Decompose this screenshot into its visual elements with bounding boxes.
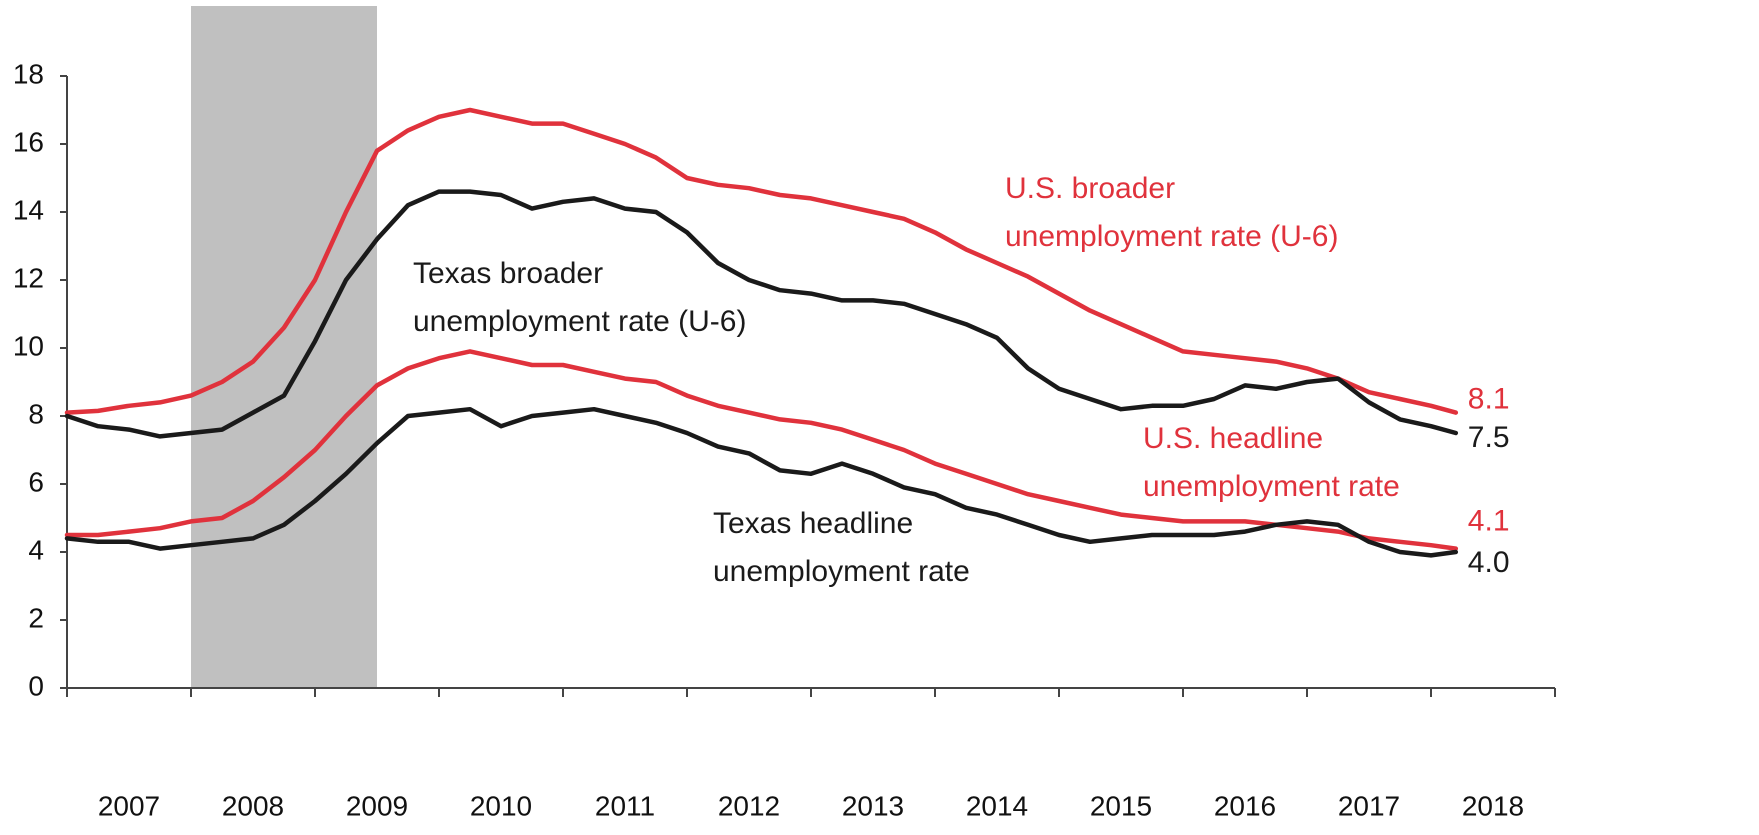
- end-value-label: 8.1: [1468, 383, 1510, 416]
- series-line: [64, 107, 1459, 415]
- series-label: Texas headline unemployment rate: [713, 507, 970, 588]
- y-tick-label: 10: [13, 330, 44, 361]
- x-tick-label: 2012: [718, 790, 780, 821]
- series-label-line: U.S. broader: [1005, 172, 1175, 205]
- series-label-line: unemployment rate (U-6): [1005, 220, 1338, 253]
- x-tick-label: 2017: [1338, 790, 1400, 821]
- x-tick-label: 2009: [346, 790, 408, 821]
- y-tick-label: 12: [13, 262, 44, 293]
- y-tick-label: 6: [28, 466, 44, 497]
- x-tick-label: 2010: [470, 790, 532, 821]
- series-label-line: Texas broader: [413, 257, 603, 290]
- series-line: [64, 189, 1459, 439]
- x-tick-label: 2013: [842, 790, 904, 821]
- x-tick-label: 2018: [1462, 790, 1524, 821]
- end-value-label: 7.5: [1468, 421, 1510, 454]
- end-value-label: 4.1: [1468, 505, 1510, 538]
- y-tick-label: 14: [13, 194, 44, 225]
- x-tick-label: 2007: [98, 790, 160, 821]
- series-line: [64, 349, 1459, 551]
- y-tick-label: 18: [13, 58, 44, 89]
- x-tick-label: 2016: [1214, 790, 1276, 821]
- y-tick-label: 4: [28, 534, 44, 565]
- series-label-line: Texas headline: [713, 507, 913, 540]
- y-tick-label: 16: [13, 126, 44, 157]
- series-line: [64, 406, 1459, 558]
- series-label-line: U.S. headline: [1143, 422, 1323, 455]
- series-label-line: unemployment rate: [713, 555, 970, 588]
- x-tick-label: 2008: [222, 790, 284, 821]
- y-tick-label: 0: [28, 670, 44, 701]
- y-tick-label: 2: [28, 602, 44, 633]
- x-tick-label: 2011: [595, 790, 655, 821]
- y-tick-label: 8: [28, 398, 44, 429]
- series-label: U.S. headline unemployment rate: [1143, 422, 1400, 503]
- series-label: Texas broader unemployment rate (U-6): [413, 257, 746, 338]
- x-tick-label: 2014: [966, 790, 1028, 821]
- series-label: U.S. broader unemployment rate (U-6): [1005, 172, 1338, 253]
- end-value-label: 4.0: [1468, 546, 1510, 579]
- series-label-line: unemployment rate: [1143, 470, 1400, 503]
- series-label-line: unemployment rate (U-6): [413, 305, 746, 338]
- x-tick-label: 2015: [1090, 790, 1152, 821]
- shaded-region: [191, 6, 377, 688]
